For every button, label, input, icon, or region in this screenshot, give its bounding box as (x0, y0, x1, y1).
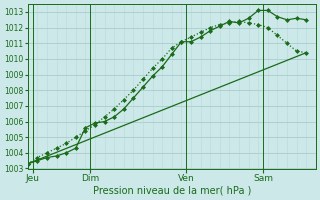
X-axis label: Pression niveau de la mer( hPa ): Pression niveau de la mer( hPa ) (92, 186, 251, 196)
